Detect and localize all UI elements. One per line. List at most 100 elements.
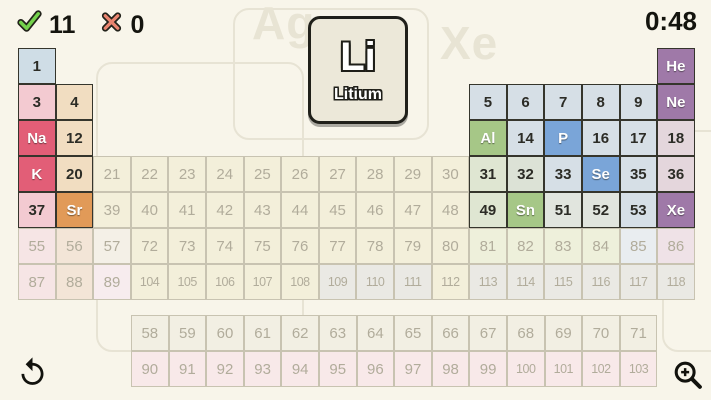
element-cell-1[interactable]: 1	[18, 48, 56, 84]
element-cell-118: 118	[657, 264, 695, 300]
element-cell-108: 108	[281, 264, 319, 300]
element-cell-66: 66	[431, 315, 470, 351]
element-cell-20[interactable]: 20	[55, 156, 94, 192]
element-cell-P[interactable]: P	[544, 120, 582, 156]
element-cell-9[interactable]: 9	[619, 84, 658, 120]
cross-x-icon	[99, 9, 124, 41]
element-cell-85: 85	[619, 228, 658, 264]
element-cell-18[interactable]: 18	[657, 120, 695, 156]
element-cell-64: 64	[356, 315, 395, 351]
element-cell-K[interactable]: K	[18, 156, 56, 192]
element-cell-25: 25	[243, 156, 282, 192]
magnifier-plus-icon	[671, 358, 704, 394]
element-cell-27: 27	[318, 156, 357, 192]
element-cell-78: 78	[356, 228, 394, 264]
element-cell-68: 68	[506, 315, 545, 351]
element-cell-93: 93	[243, 351, 282, 387]
element-cell-86: 86	[657, 228, 695, 264]
element-cell-61: 61	[243, 315, 282, 351]
element-cell-4[interactable]: 4	[55, 84, 94, 120]
undo-button[interactable]	[14, 356, 50, 392]
element-cell-Xe[interactable]: Xe	[657, 192, 695, 228]
correct-count: 11	[49, 10, 76, 39]
element-cell-36[interactable]: 36	[657, 156, 695, 192]
element-cell-67: 67	[469, 315, 507, 351]
element-cell-51[interactable]: 51	[544, 192, 582, 228]
zoom-in-button[interactable]	[669, 358, 705, 394]
element-cell-53[interactable]: 53	[619, 192, 658, 228]
element-cell-26: 26	[281, 156, 319, 192]
element-cell-Sn[interactable]: Sn	[506, 192, 545, 228]
element-cell-113: 113	[469, 264, 507, 300]
element-cell-33[interactable]: 33	[544, 156, 582, 192]
element-cell-16[interactable]: 16	[581, 120, 620, 156]
element-cell-6[interactable]: 6	[506, 84, 545, 120]
element-cell-7[interactable]: 7	[544, 84, 582, 120]
element-cell-37[interactable]: 37	[18, 192, 56, 228]
element-cell-Sr[interactable]: Sr	[55, 192, 94, 228]
element-cell-17[interactable]: 17	[619, 120, 658, 156]
element-cell-82: 82	[506, 228, 545, 264]
element-cell-41: 41	[168, 192, 206, 228]
element-cell-99: 99	[469, 351, 507, 387]
score-hud: 11 0	[16, 8, 144, 42]
element-cell-101: 101	[544, 351, 583, 387]
element-cell-58: 58	[131, 315, 169, 351]
element-cell-111: 111	[393, 264, 432, 300]
element-cell-Na[interactable]: Na	[18, 120, 56, 156]
element-cell-59: 59	[168, 315, 207, 351]
element-cell-57: 57	[93, 228, 131, 264]
element-cell-63: 63	[318, 315, 357, 351]
element-cell-8[interactable]: 8	[581, 84, 620, 120]
element-cell-12[interactable]: 12	[55, 120, 94, 156]
element-cell-65: 65	[394, 315, 432, 351]
element-cell-92: 92	[206, 351, 244, 387]
element-cell-He[interactable]: He	[657, 48, 695, 84]
element-cell-22: 22	[130, 156, 169, 192]
element-cell-Ne[interactable]: Ne	[657, 84, 695, 120]
periodic-table-grid: 1 He 3 4 5 6 7 8 9 Ne Na 12 Al 14 P 16 17 18 K 20 21 22 23 24 25…	[18, 48, 695, 300]
element-cell-31[interactable]: 31	[469, 156, 507, 192]
element-cell-5[interactable]: 5	[469, 84, 507, 120]
element-cell-3[interactable]: 3	[18, 84, 56, 120]
element-cell-62: 62	[281, 315, 319, 351]
background-card-shape	[233, 8, 429, 140]
element-cell-52[interactable]: 52	[581, 192, 620, 228]
checkmark-icon	[16, 8, 43, 42]
element-cell-35[interactable]: 35	[619, 156, 658, 192]
element-cell-100: 100	[506, 351, 545, 387]
element-cell-Al[interactable]: Al	[469, 120, 507, 156]
element-cell-46: 46	[356, 192, 394, 228]
element-cell-71: 71	[619, 315, 658, 351]
element-cell-Se[interactable]: Se	[581, 156, 620, 192]
element-cell-73: 73	[168, 228, 206, 264]
element-cell-96: 96	[356, 351, 395, 387]
element-cell-21: 21	[93, 156, 131, 192]
element-cell-49[interactable]: 49	[469, 192, 507, 228]
element-cell-103: 103	[619, 351, 658, 387]
element-cell-91: 91	[168, 351, 207, 387]
element-cell-107: 107	[243, 264, 282, 300]
element-cell-23: 23	[168, 156, 206, 192]
element-cell-60: 60	[206, 315, 244, 351]
element-cell-112: 112	[431, 264, 470, 300]
element-cell-97: 97	[394, 351, 432, 387]
element-cell-89: 89	[93, 264, 131, 300]
element-cell-77: 77	[318, 228, 357, 264]
watermark-element-text: Xe	[440, 17, 499, 69]
element-cell-74: 74	[205, 228, 244, 264]
element-cell-80: 80	[431, 228, 470, 264]
element-cell-117: 117	[619, 264, 658, 300]
element-cell-55: 55	[18, 228, 56, 264]
element-cell-72: 72	[130, 228, 169, 264]
lanthanide-actinide-grid: 58 59 60 61 62 63 64 65 66 67 68 69 70 71 90 91 92 93 94 95…	[131, 315, 658, 387]
prompt-element-symbol: Li	[340, 34, 376, 79]
element-cell-39: 39	[93, 192, 131, 228]
element-cell-14[interactable]: 14	[506, 120, 545, 156]
element-cell-116: 116	[581, 264, 620, 300]
element-cell-75: 75	[243, 228, 282, 264]
element-cell-84: 84	[581, 228, 620, 264]
element-cell-32[interactable]: 32	[506, 156, 545, 192]
element-cell-56: 56	[55, 228, 94, 264]
element-cell-109: 109	[318, 264, 357, 300]
